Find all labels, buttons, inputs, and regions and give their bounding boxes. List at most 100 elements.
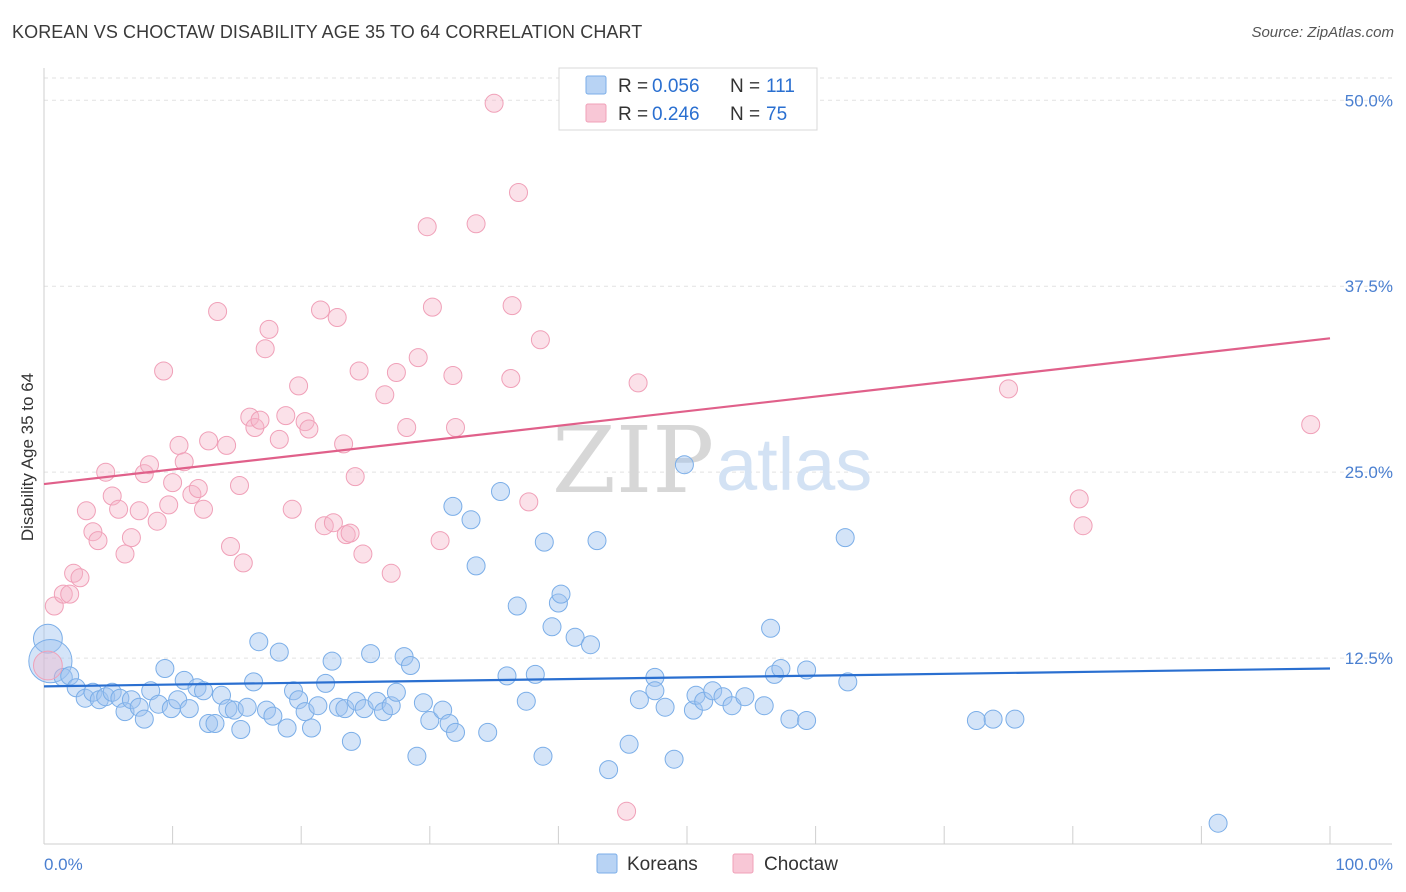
korean-point: [629, 690, 649, 710]
korean-point: [308, 696, 328, 716]
choctaw-point: [194, 499, 213, 519]
choctaw-point: [282, 499, 302, 519]
choctaw-point: [60, 584, 80, 604]
source-credit: Source: ZipAtlas.com: [1251, 24, 1394, 41]
korean-point: [121, 690, 141, 710]
choctaw-point: [1069, 489, 1089, 509]
choctaw-point: [83, 522, 103, 542]
choctaw-point: [163, 473, 183, 493]
korean-point: [478, 722, 498, 742]
choctaw-point: [109, 499, 129, 519]
choctaw-point: [1301, 415, 1321, 435]
legend-n-label-koreans: N =: [730, 76, 760, 97]
korean-point: [231, 720, 251, 739]
choctaw-point: [1073, 516, 1093, 536]
korean-point: [534, 532, 554, 552]
choctaw-point: [88, 531, 108, 551]
choctaw-point: [353, 544, 373, 564]
korean-point: [335, 699, 355, 719]
korean-point: [754, 696, 774, 716]
korean-point: [367, 691, 387, 711]
series-legend-swatch-koreans: [596, 853, 618, 874]
korean-point: [581, 635, 600, 655]
choctaw-point: [519, 492, 539, 512]
choctaw-point: [502, 296, 522, 316]
korean-point: [218, 699, 238, 719]
legend-n-value-koreans: 111: [766, 76, 795, 97]
korean-point: [302, 718, 321, 738]
choctaw-point: [121, 528, 141, 548]
legend-r-value-choctaw: 0.246: [652, 104, 700, 125]
choctaw-point: [230, 476, 249, 495]
korean-point: [199, 714, 219, 733]
choctaw-point: [140, 455, 159, 475]
korean-point: [797, 660, 817, 680]
choctaw-point: [345, 467, 365, 487]
watermark-zip: ZIP: [552, 407, 714, 514]
korean-point: [735, 687, 755, 707]
y-tick-label: 12.5%: [1345, 649, 1393, 668]
choctaw-point: [289, 376, 309, 396]
choctaw-point: [446, 418, 465, 437]
choctaw-point: [115, 544, 135, 564]
choctaw-point: [628, 373, 648, 393]
korean-point: [277, 718, 297, 738]
choctaw-point: [334, 434, 354, 454]
choctaw-point: [466, 214, 486, 234]
choctaw-point: [259, 319, 279, 339]
choctaw-point: [501, 369, 521, 388]
korean-point: [1005, 709, 1025, 729]
korean-point: [703, 681, 723, 701]
choctaw-point: [276, 406, 296, 426]
choctaw-point: [76, 501, 96, 521]
choctaw-point: [174, 452, 194, 472]
choctaw-point: [33, 650, 63, 681]
choctaw-points: [33, 93, 1321, 821]
choctaw-trend-line: [43, 337, 1331, 486]
series-legend: Koreans Choctaw: [596, 853, 838, 875]
korean-point: [295, 702, 315, 722]
korean-point: [322, 651, 342, 671]
choctaw-point: [443, 366, 463, 385]
korean-point: [761, 618, 781, 638]
korean-point: [771, 659, 791, 678]
series-legend-swatch-choctaw: [732, 853, 754, 874]
stats-legend: R = 0.056 N = 111 R = 0.246 N = 75: [558, 67, 818, 131]
legend-swatch-choctaw: [585, 103, 607, 123]
korean-point: [244, 672, 264, 692]
choctaw-point: [129, 501, 149, 521]
legend-n-value-choctaw: 75: [766, 104, 787, 125]
chart-title: KOREAN VS CHOCTAW DISABILITY AGE 35 TO 6…: [12, 22, 643, 42]
choctaw-point: [255, 339, 275, 359]
korean-point: [134, 709, 154, 729]
korean-point: [797, 711, 817, 730]
korean-point: [664, 749, 684, 769]
choctaw-point: [422, 297, 442, 317]
korean-point: [443, 496, 463, 516]
korean-point: [102, 682, 122, 702]
korean-point: [149, 694, 168, 714]
choctaw-point: [386, 363, 406, 382]
choctaw-point: [397, 418, 417, 437]
legend-r-label-koreans: R =: [618, 76, 648, 97]
korean-point: [329, 697, 348, 717]
y-tick-label: 25.0%: [1345, 463, 1393, 482]
y-tick-labels: 12.5% 25.0% 37.5% 50.0%: [1345, 91, 1393, 668]
watermark-atlas: atlas: [716, 423, 872, 506]
watermark: ZIP atlas: [552, 407, 872, 514]
choctaw-point: [999, 379, 1018, 399]
korean-point: [599, 760, 619, 780]
korean-point: [179, 699, 199, 719]
korean-point: [33, 623, 63, 654]
korean-point: [542, 617, 562, 637]
choctaw-point: [299, 419, 319, 439]
choctaw-point: [208, 302, 228, 321]
korean-point: [507, 596, 527, 616]
korean-point: [361, 644, 381, 664]
korean-point: [347, 691, 366, 711]
korean-point: [401, 656, 420, 675]
korean-point: [420, 711, 440, 730]
choctaw-point: [217, 435, 237, 455]
choctaw-point: [169, 435, 189, 455]
